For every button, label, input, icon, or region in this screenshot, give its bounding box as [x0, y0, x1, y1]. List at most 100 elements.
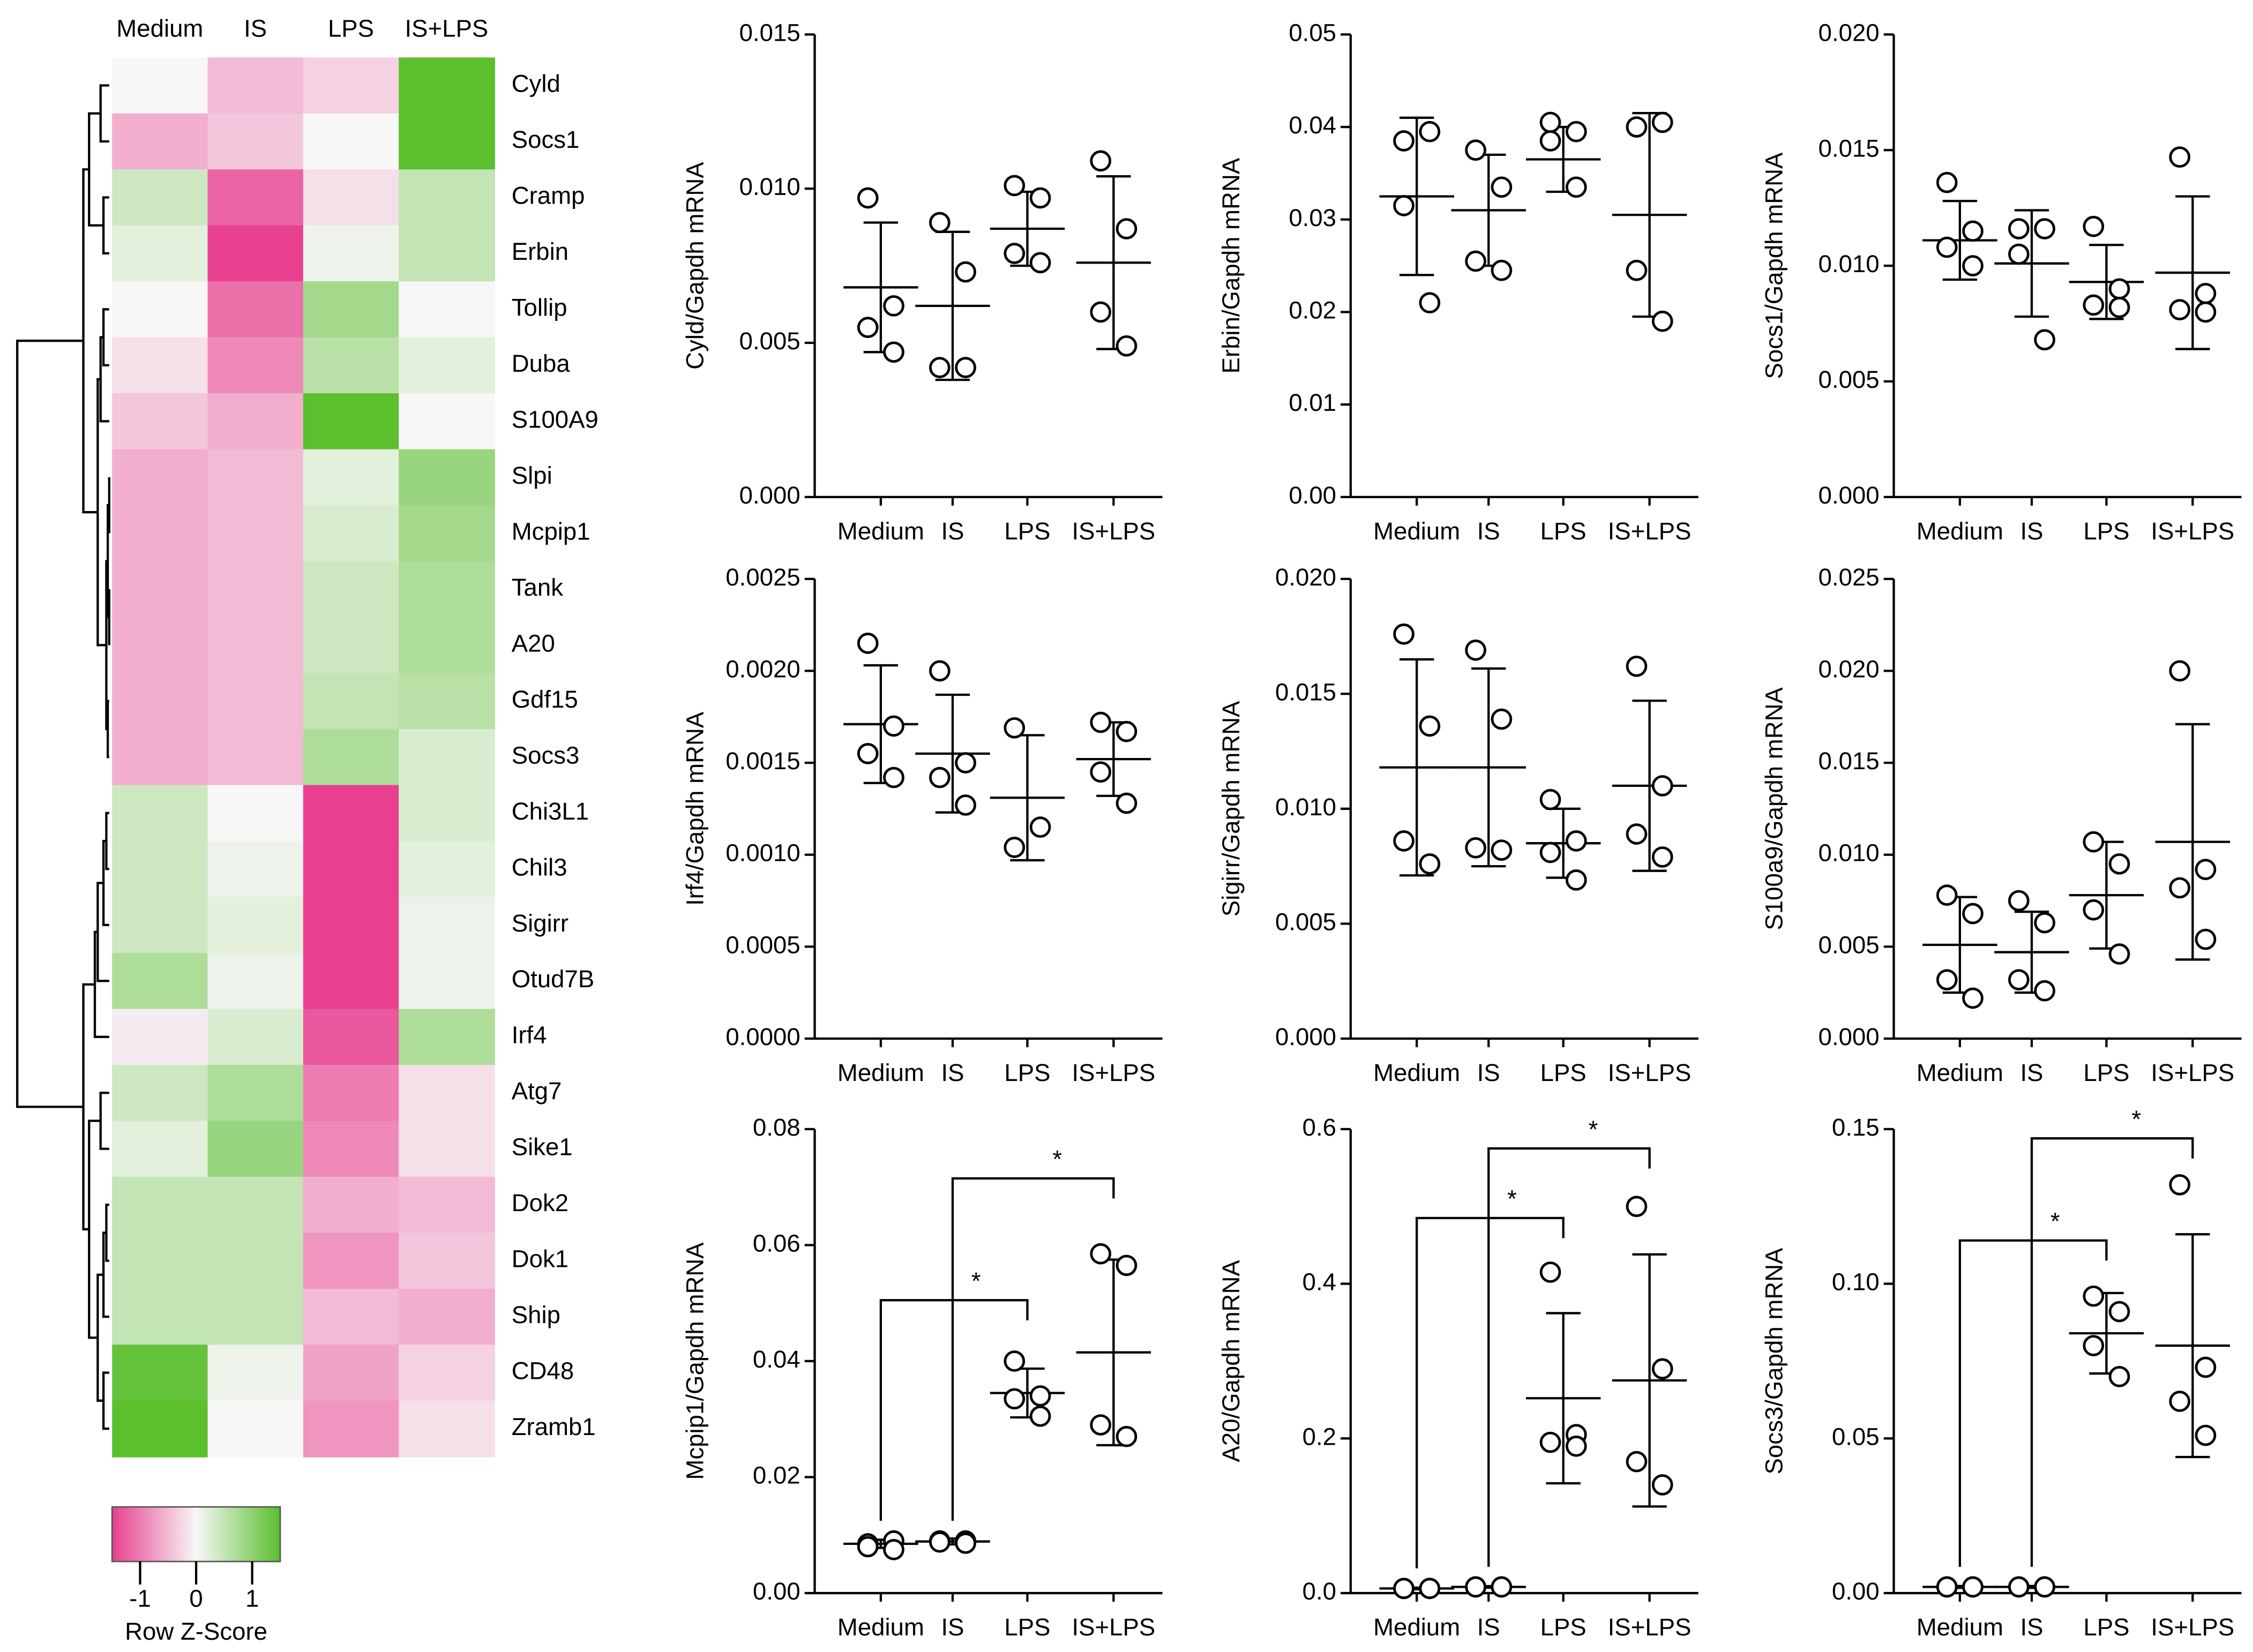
- data-point: [2195, 928, 2217, 950]
- heatmap-cell: [207, 897, 304, 954]
- data-point: [857, 742, 879, 764]
- heatmap-cell: [207, 225, 304, 282]
- data-point: [1651, 846, 1673, 868]
- significance-label: *: [2131, 1106, 2141, 1133]
- heatmap-cell: [303, 225, 400, 282]
- y-tick-label: 0.005: [1818, 366, 1880, 393]
- y-tick-label: 0.0: [1303, 1578, 1336, 1605]
- data-point: [1962, 903, 1983, 925]
- x-tick-label: LPS: [1004, 1059, 1050, 1086]
- x-tick-label: LPS: [2083, 1613, 2129, 1641]
- data-point: [1116, 335, 1137, 357]
- dendrogram-branch: [102, 1371, 109, 1430]
- heatmap-cell: [207, 57, 304, 115]
- heatmap-cell: [399, 1345, 495, 1402]
- heatmap-cell: [399, 1121, 495, 1178]
- dendrogram-branch: [82, 168, 98, 514]
- data-point: [1962, 220, 1983, 242]
- heatmap-cell: [399, 729, 495, 786]
- y-tick-label: 0.005: [1818, 931, 1880, 958]
- dendrogram-branch: [96, 378, 107, 647]
- data-point: [1651, 1474, 1673, 1496]
- heatmap-cell: [207, 449, 304, 506]
- y-tick-label: 0.00: [1832, 1578, 1880, 1605]
- data-point: [1090, 1243, 1112, 1265]
- data-point: [2008, 969, 2030, 990]
- data-point: [929, 767, 950, 789]
- heatmap-cell: [303, 1400, 400, 1458]
- data-point: [955, 752, 976, 774]
- data-point: [1962, 987, 1983, 1009]
- y-tick-label: 0.000: [1818, 1023, 1880, 1050]
- error-bar: [1632, 700, 1667, 872]
- data-point: [2008, 890, 2030, 912]
- significance-bracket: [1958, 1239, 2108, 1567]
- data-point: [1004, 1388, 1026, 1410]
- data-point: [1090, 761, 1112, 783]
- y-axis-label: S100a9/Gapdh mRNA: [1761, 687, 1788, 930]
- heatmap-cell: [112, 897, 208, 954]
- heatmap-cell: [303, 952, 400, 1010]
- data-point: [2195, 859, 2217, 880]
- x-tick-label: Medium: [837, 1059, 924, 1086]
- heatmap-cell: [207, 840, 304, 898]
- x-tick-label: IS: [941, 517, 964, 545]
- heatmap-cell: [112, 281, 208, 339]
- heatmap-cell: [112, 1288, 208, 1346]
- data-point: [857, 633, 879, 654]
- y-tick-label: 0.0005: [725, 931, 800, 958]
- data-point: [2034, 912, 2055, 934]
- column-label: IS+LPS: [405, 14, 488, 42]
- data-point: [1116, 1255, 1137, 1276]
- significance-label: *: [971, 1267, 981, 1295]
- data-point: [1936, 884, 1958, 906]
- heatmap-cell: [112, 617, 208, 674]
- heatmap-cell: [112, 952, 208, 1010]
- row-label: Gdf15: [512, 686, 578, 713]
- column-label: Medium: [116, 14, 203, 42]
- y-tick-label: 0.05: [1832, 1423, 1880, 1450]
- data-point: [2083, 831, 2105, 853]
- y-tick-label: 0.010: [1275, 793, 1336, 821]
- heatmap-cell: [303, 1176, 400, 1234]
- heatmap-cell: [207, 1009, 304, 1066]
- data-point: [1090, 150, 1112, 172]
- x-tick-label: IS+LPS: [2151, 1059, 2234, 1086]
- data-point: [1004, 1350, 1026, 1372]
- row-label: Cramp: [512, 182, 585, 209]
- y-tick-label: 0.005: [739, 327, 800, 355]
- data-point: [1116, 720, 1137, 742]
- x-tick-label: LPS: [1004, 517, 1050, 545]
- data-point: [857, 187, 879, 209]
- data-point: [1090, 711, 1112, 733]
- data-point: [1626, 823, 1648, 845]
- data-point: [2108, 296, 2130, 318]
- significance-label: *: [1507, 1185, 1517, 1213]
- row-label: Socs1: [512, 126, 580, 153]
- x-tick-label: IS: [2020, 1613, 2043, 1641]
- heatmap-cell: [207, 561, 304, 618]
- data-point: [2034, 980, 2055, 1002]
- data-point: [1962, 1576, 1983, 1598]
- heatmap-cell: [399, 1400, 495, 1458]
- data-point: [1936, 171, 1958, 193]
- x-tick-label: IS: [941, 1613, 964, 1641]
- dendrogram-branch: [16, 340, 84, 1108]
- data-point: [929, 1531, 950, 1553]
- heatmap-cell: [112, 1176, 208, 1234]
- data-point: [883, 1538, 904, 1560]
- y-tick-label: 0.03: [1289, 204, 1336, 231]
- data-point: [1419, 292, 1441, 314]
- data-point: [1393, 130, 1414, 152]
- y-axis-label: A20/Gapdh mRNA: [1217, 1260, 1245, 1462]
- heatmap-cell: [112, 840, 208, 898]
- heatmap-cell: [399, 337, 495, 394]
- colorbar-tick-label: -1: [129, 1585, 151, 1612]
- row-label: Tank: [512, 574, 563, 601]
- heatmap-cell: [303, 673, 400, 730]
- heatmap-cell: [207, 1233, 304, 1290]
- data-point: [1116, 1425, 1137, 1447]
- data-point: [1651, 111, 1673, 133]
- x-tick-label: IS+LPS: [1608, 1613, 1691, 1641]
- error-bar: [1942, 200, 1978, 281]
